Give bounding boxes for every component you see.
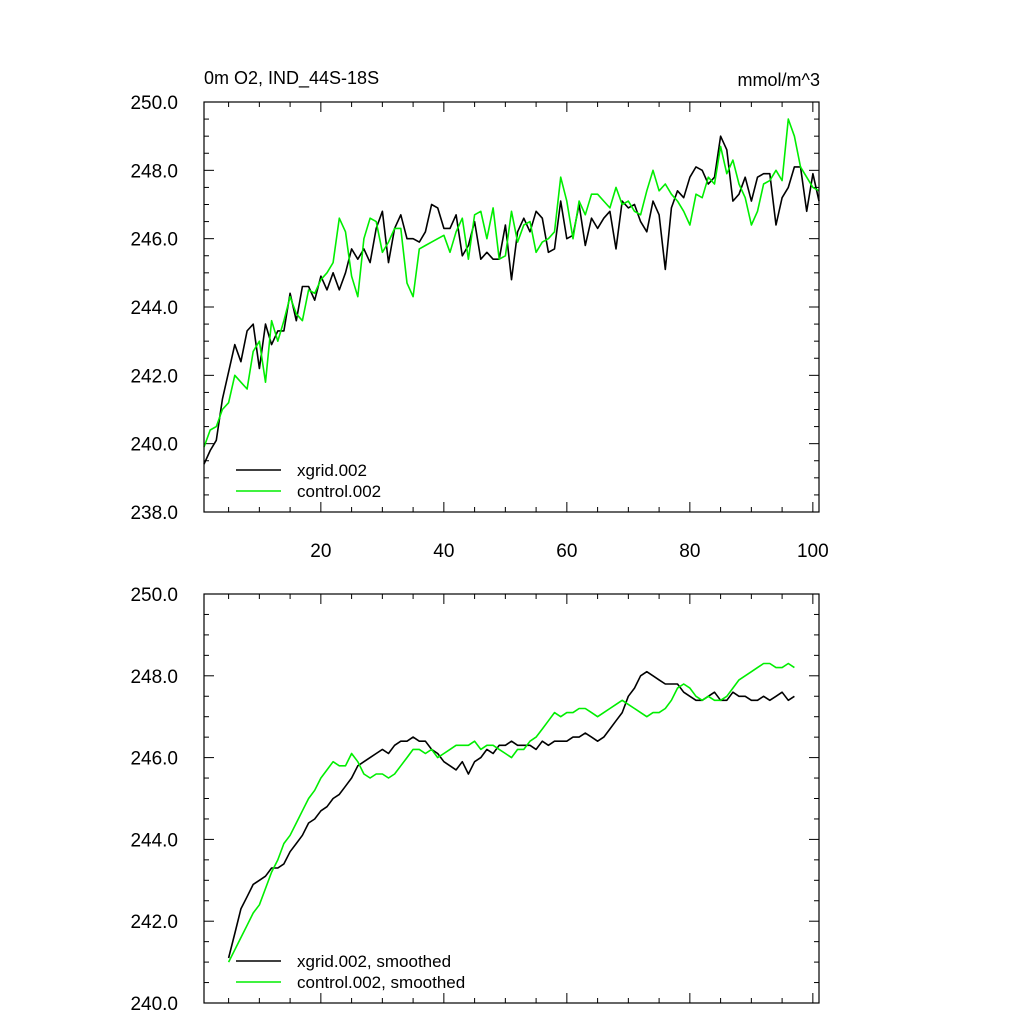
top-xtick-label: 40	[433, 541, 454, 562]
top-series-group	[203, 118, 820, 465]
bottom-chart-panel: 240.0 242.0 244.0 246.0 248.0 250.0 xgrid.002…	[130, 585, 820, 1015]
bottom-ytick-label: 246.0	[130, 749, 178, 770]
units-label: mmol/m^3	[738, 70, 820, 90]
top-ytick-label: 244.0	[130, 298, 178, 319]
legend-label-control-smoothed: control.002, smoothed	[297, 973, 465, 992]
legend-label-xgrid-smoothed: xgrid.002, smoothed	[297, 952, 451, 971]
top-ytick-label: 238.0	[130, 503, 178, 524]
top-xtick-label: 20	[310, 541, 331, 562]
top-legend: xgrid.002 control.002	[236, 461, 381, 501]
chart-title: 0m O2, IND_44S-18S	[204, 68, 379, 89]
bottom-legend: xgrid.002, smoothed control.002, smoothe…	[236, 952, 465, 992]
bottom-ytick-label: 250.0	[130, 585, 178, 606]
top-xtick-label: 100	[797, 541, 829, 562]
bottom-series-group	[227, 662, 795, 963]
bottom-series-line-xgrid	[227, 670, 795, 959]
top-xtick-label: 60	[556, 541, 577, 562]
top-xtick-label: 80	[679, 541, 700, 562]
legend-label-control: control.002	[297, 482, 381, 501]
top-ytick-label: 242.0	[130, 366, 178, 387]
bottom-plot-frame	[203, 593, 820, 1004]
top-ytick-label: 246.0	[130, 230, 178, 251]
top-series-line-control	[203, 118, 820, 448]
top-ytick-label: 250.0	[130, 93, 178, 114]
top-chart-panel: 0m O2, IND_44S-18S mmol/m^3 238.0 240.0 24…	[130, 68, 828, 562]
top-plot-frame	[203, 101, 820, 513]
top-series-line-xgrid	[203, 135, 820, 465]
bottom-series-line-control	[227, 662, 795, 963]
bottom-ytick-label: 240.0	[130, 994, 178, 1015]
bottom-ytick-label: 242.0	[130, 912, 178, 933]
bottom-ytick-label: 248.0	[130, 667, 178, 688]
top-ytick-label: 240.0	[130, 435, 178, 456]
legend-label-xgrid: xgrid.002	[297, 461, 367, 480]
bottom-axis-ticks: 240.0 242.0 244.0 246.0 248.0 250.0	[130, 585, 819, 1015]
bottom-ytick-label: 244.0	[130, 830, 178, 851]
top-ytick-label: 248.0	[130, 161, 178, 182]
